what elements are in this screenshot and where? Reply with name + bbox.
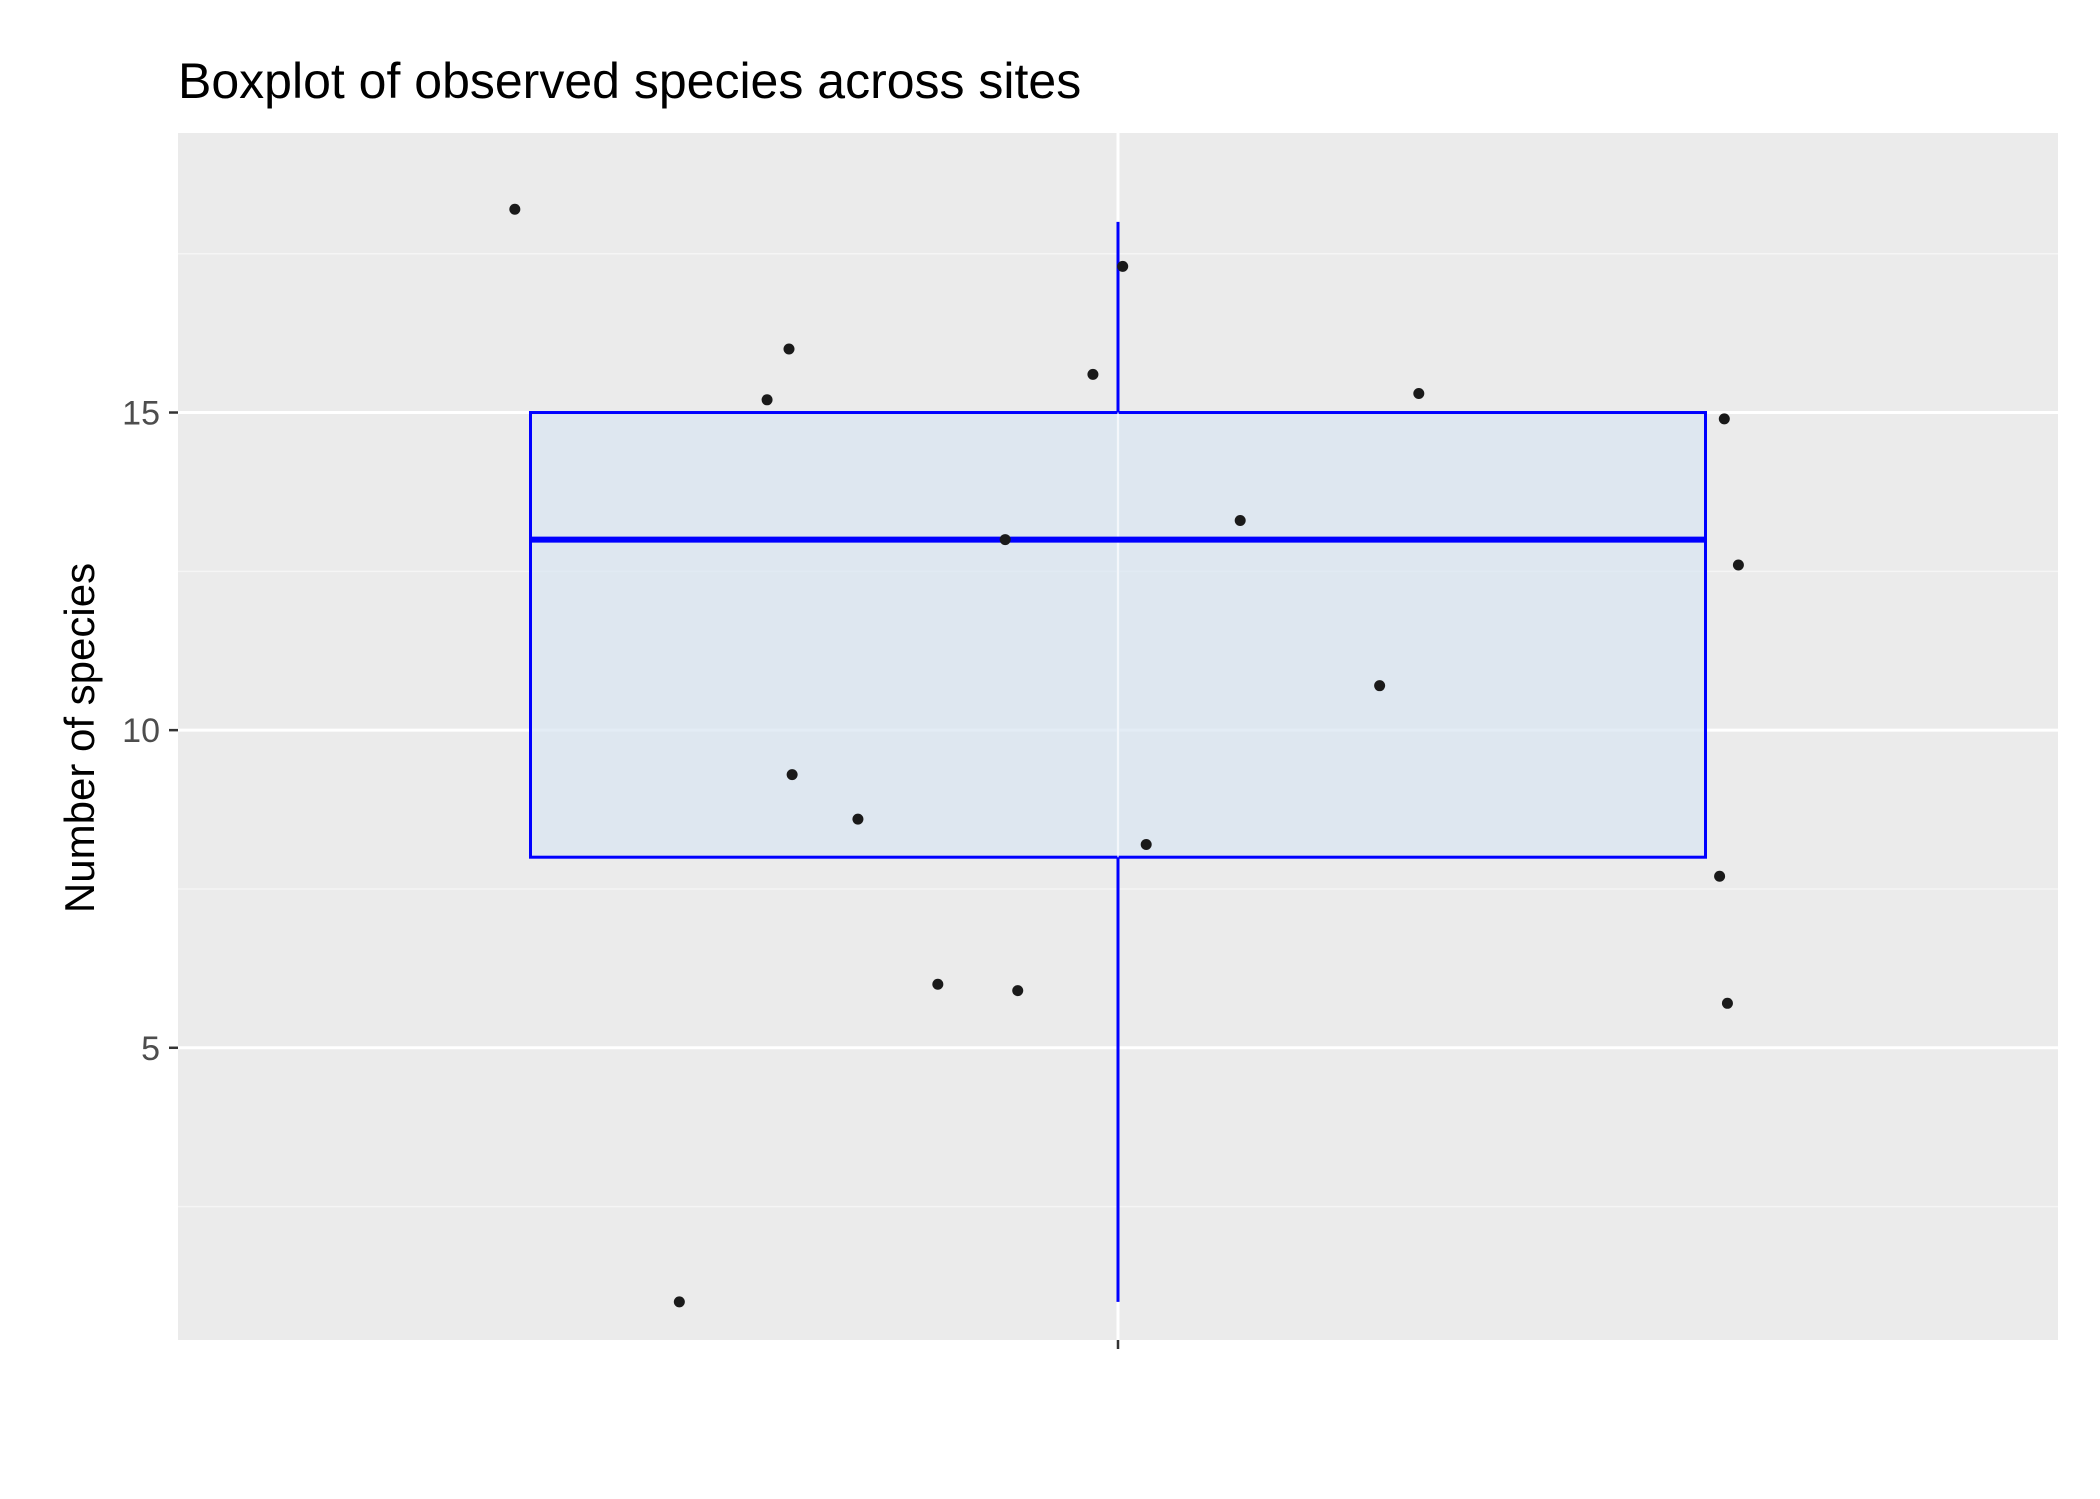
data-point: [786, 769, 798, 781]
data-point: [1732, 559, 1744, 571]
y-axis: 5 10 15: [122, 395, 178, 1068]
boxplot: [529, 221, 1707, 1302]
data-point: [761, 394, 773, 406]
chart-title: Boxplot of observed species across sites: [178, 53, 1081, 109]
data-point: [1721, 997, 1733, 1009]
data-point: [1714, 870, 1726, 882]
data-point: [1718, 413, 1730, 425]
data-point: [1087, 368, 1099, 380]
data-point: [1117, 260, 1129, 272]
y-tick-label: 5: [141, 1030, 160, 1068]
data-point: [999, 534, 1011, 546]
y-tick-label: 10: [122, 712, 160, 750]
y-tick-label: 15: [122, 395, 160, 433]
y-axis-title: Number of species: [56, 563, 103, 913]
data-point: [1140, 838, 1152, 850]
data-point: [1234, 515, 1246, 527]
data-point: [783, 343, 795, 355]
data-point: [1012, 985, 1024, 997]
data-point: [673, 1296, 685, 1308]
data-point: [1374, 680, 1386, 692]
data-point: [1413, 387, 1425, 399]
data-point: [852, 813, 864, 825]
jitter-points: [509, 203, 1744, 1308]
data-point: [932, 978, 944, 990]
data-point: [509, 203, 521, 215]
